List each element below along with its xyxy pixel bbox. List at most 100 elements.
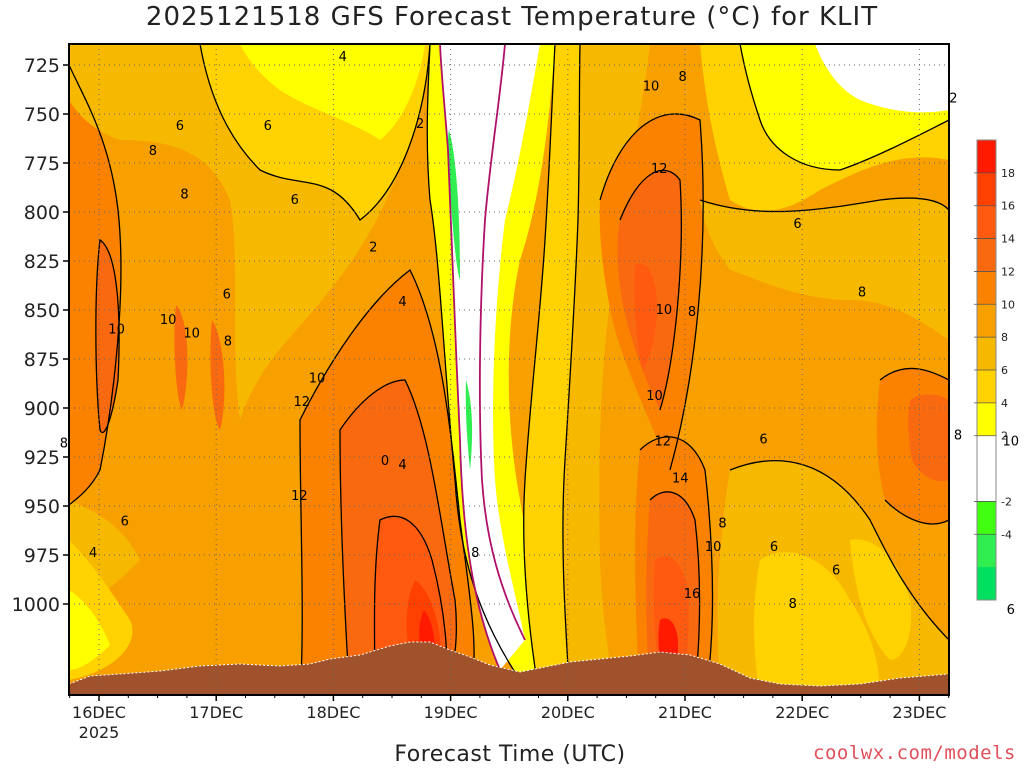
colorbar-segment (977, 205, 996, 240)
contour-label: 6 (176, 119, 184, 134)
terrain-surface (69, 642, 949, 695)
contour-label: 10 (160, 313, 177, 328)
y-tick-label: 975 (24, 545, 60, 567)
colorbar-tick-label: 10 (1001, 298, 1015, 311)
colorbar-tick-label: 14 (1001, 233, 1015, 246)
contour-label: 8 (471, 546, 479, 561)
contour-label: 6 (264, 119, 272, 134)
contour-label: 0 (381, 454, 389, 469)
grid-lines (69, 44, 949, 695)
contour-label: 12 (293, 395, 310, 410)
contour-label: 8 (789, 597, 797, 612)
colorbar-tick-label: 4 (1001, 397, 1008, 410)
contour-label: 8 (60, 436, 68, 451)
colorbar-segment (977, 567, 996, 601)
contour-label: 2 (369, 240, 377, 255)
x-tick-label: 16DEC (72, 703, 126, 722)
y-tick-label: 950 (24, 496, 60, 518)
colorbar-segment (977, 370, 996, 404)
x-axis-year: 2025 (79, 723, 120, 742)
y-tick-label: 1000 (12, 594, 60, 616)
contour-label: 2 (416, 117, 424, 132)
colorbar-tick-label: 18 (1001, 167, 1015, 180)
contour-label: 8 (149, 144, 157, 159)
y-tick-label: 775 (24, 153, 60, 175)
contour-label: 10 (1003, 434, 1020, 449)
contour-label: 12 (651, 162, 668, 177)
contour-label: 6 (291, 193, 299, 208)
x-axis: 16DEC 17DEC 18DEC 19DEC 20DEC 21DEC 22DEC 23DEC (69, 695, 950, 722)
y-tick-label: 875 (24, 349, 60, 371)
x-tick-label: 20DEC (541, 703, 595, 722)
colorbar-tick-label: -4 (1001, 528, 1012, 541)
colorbar-tick-label: 8 (1001, 331, 1008, 344)
contour-label: 2 (949, 91, 957, 106)
contour-label: 8 (718, 517, 726, 532)
y-tick-label: 925 (24, 447, 60, 469)
y-tick-label: 800 (24, 202, 60, 224)
y-axis: 725 750 775 800 825 850 875 900 925 950 975 1000 (12, 55, 69, 616)
contour-label: 6 (832, 564, 840, 579)
contour-label: 8 (688, 305, 696, 320)
contour-label: 8 (180, 187, 188, 202)
contour-label: 10 (309, 372, 326, 387)
contour-label: 4 (89, 546, 97, 561)
contour-label: 6 (121, 515, 129, 530)
contour-label: 10 (705, 540, 722, 555)
colorbar-segment (977, 402, 996, 437)
site-credit: coolwx.com/models (813, 742, 1016, 764)
x-tick-label: 17DEC (189, 703, 243, 722)
y-tick-label: 900 (24, 398, 60, 420)
x-axis-label: Forecast Time (UTC) (394, 742, 626, 767)
contour-label: 14 (672, 472, 689, 487)
colorbar-segment (977, 534, 996, 568)
y-tick-label: 725 (24, 55, 60, 77)
contour-label: 10 (656, 303, 673, 318)
x-tick-label: 21DEC (658, 703, 712, 722)
x-tick-label: 23DEC (892, 703, 946, 722)
colorbar-tick-label: 2 (1001, 430, 1008, 443)
colorbar-tick-label: -2 (1001, 495, 1012, 508)
contour-label: 6 (770, 540, 778, 555)
contour-label: 4 (398, 295, 406, 310)
colorbar: 18 16 14 12 10 8 6 4 2 -2 -4 (974, 139, 1015, 601)
contour-label: 8 (224, 334, 232, 349)
colorbar-segment (977, 468, 996, 502)
contour-label: 8 (954, 428, 962, 443)
contour-label: 10 (183, 327, 200, 342)
colorbar-segment (977, 140, 996, 174)
colorbar-segment (977, 435, 996, 470)
y-tick-label: 850 (24, 300, 60, 322)
contour-label: 4 (398, 458, 406, 473)
y-tick-label: 750 (24, 104, 60, 126)
temperature-field (69, 44, 949, 695)
contour-label: 16 (684, 587, 701, 602)
x-tick-label: 22DEC (775, 703, 829, 722)
colorbar-segment (977, 337, 996, 371)
chart-title: 2025121518 GFS Forecast Temperature (°C)… (145, 2, 879, 32)
contour-label: 12 (654, 434, 671, 449)
colorbar-tick-label: 6 (1001, 364, 1008, 377)
contour-label: 10 (108, 323, 125, 338)
contour-label: 6 (223, 287, 231, 302)
contour-label: 6 (1007, 603, 1015, 618)
colorbar-segment (977, 304, 996, 338)
colorbar-segment (977, 238, 996, 272)
contour-label: 10 (646, 389, 663, 404)
contour-label: 12 (291, 489, 308, 504)
colorbar-tick-label: 16 (1001, 200, 1015, 213)
colorbar-segment (977, 271, 996, 305)
contour-label: 10 (643, 80, 660, 95)
x-tick-label: 19DEC (424, 703, 478, 722)
contour-label: 6 (793, 217, 801, 232)
x-tick-label: 18DEC (306, 703, 360, 722)
contour-label: 8 (858, 285, 866, 300)
contour-label: 8 (679, 70, 687, 85)
colorbar-segment (977, 501, 996, 535)
y-tick-label: 825 (24, 251, 60, 273)
contour-label: 4 (339, 50, 347, 65)
contour-label: 6 (759, 432, 767, 447)
colorbar-tick-label: 12 (1001, 265, 1015, 278)
